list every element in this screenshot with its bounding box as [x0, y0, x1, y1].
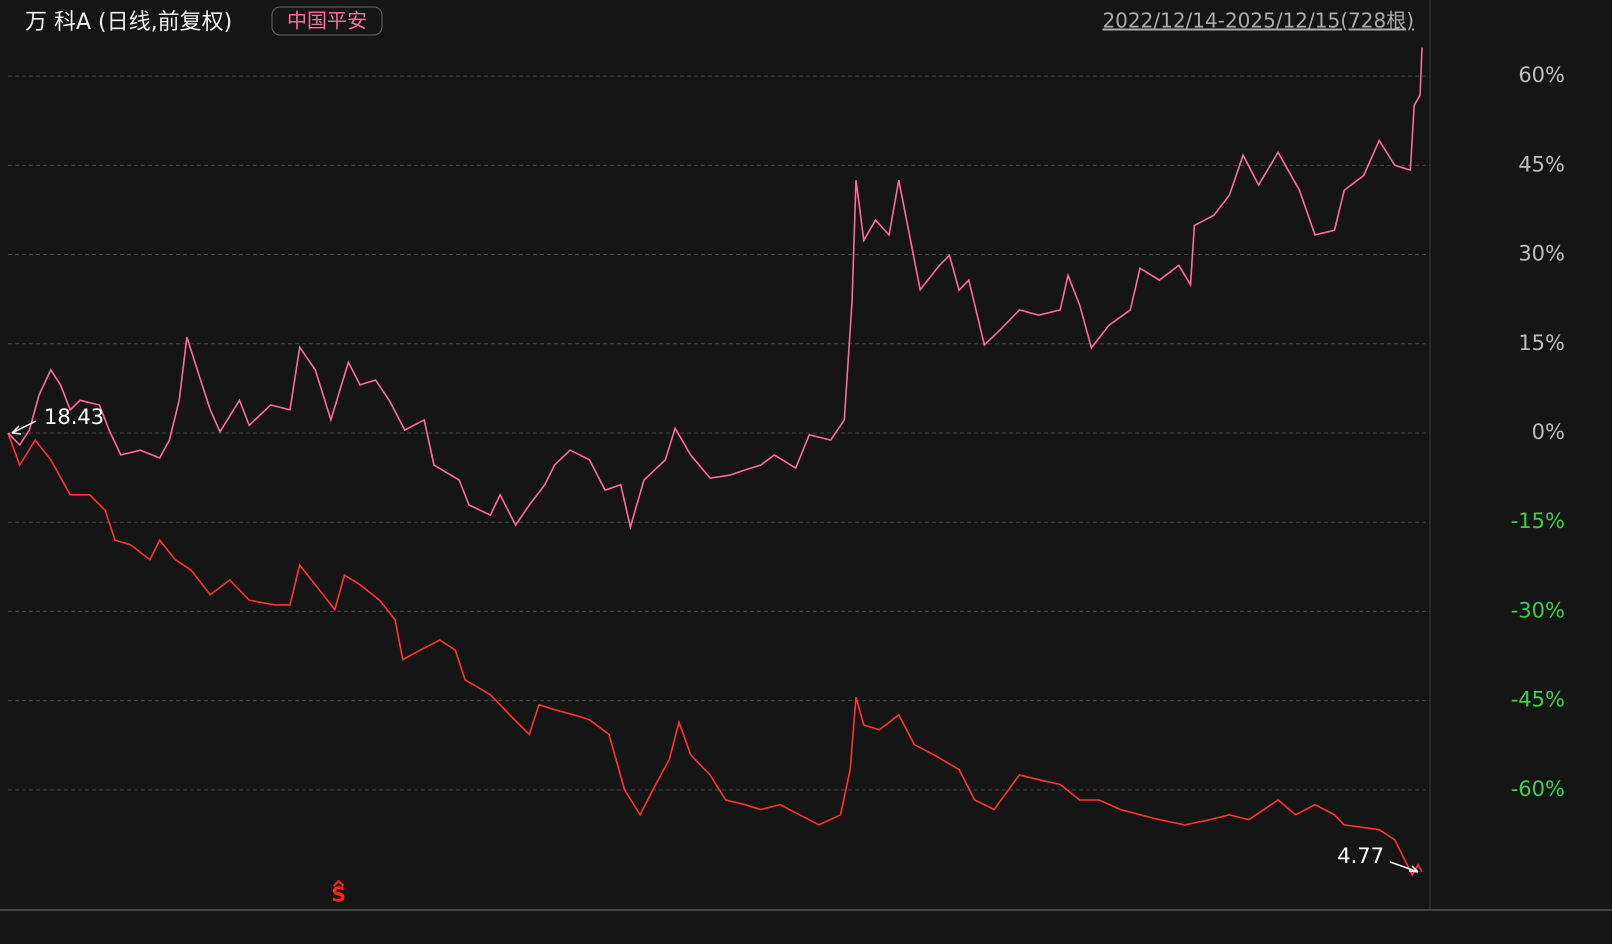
- chart-title: 万 科A (日线,前复权): [25, 10, 232, 35]
- legend-label: 中国平安: [287, 9, 367, 33]
- series-line: [7, 47, 1423, 531]
- annotation-arrow: [1389, 861, 1419, 873]
- y-tick-label: 30%: [1518, 242, 1565, 266]
- signal-marker: S: [331, 883, 345, 907]
- date-range: 2022/12/14-2025/12/15(728根): [1102, 9, 1414, 33]
- signal-marker-hat: [332, 879, 345, 887]
- y-tick-label: -15%: [1511, 509, 1565, 533]
- y-tick-label: -30%: [1511, 598, 1565, 622]
- legend-box: [271, 6, 383, 36]
- y-tick-label: 45%: [1518, 152, 1565, 176]
- y-tick-label: -60%: [1511, 777, 1565, 801]
- y-tick-label: 0%: [1532, 420, 1565, 444]
- annotation-arrow: [11, 420, 37, 435]
- y-tick-label: 15%: [1518, 331, 1565, 355]
- start-label: 18.43: [44, 405, 104, 429]
- y-tick-label: -45%: [1511, 688, 1565, 712]
- y-tick-label: 60%: [1518, 63, 1565, 87]
- end-label: 4.77: [1337, 844, 1384, 868]
- series-line: [7, 432, 1423, 877]
